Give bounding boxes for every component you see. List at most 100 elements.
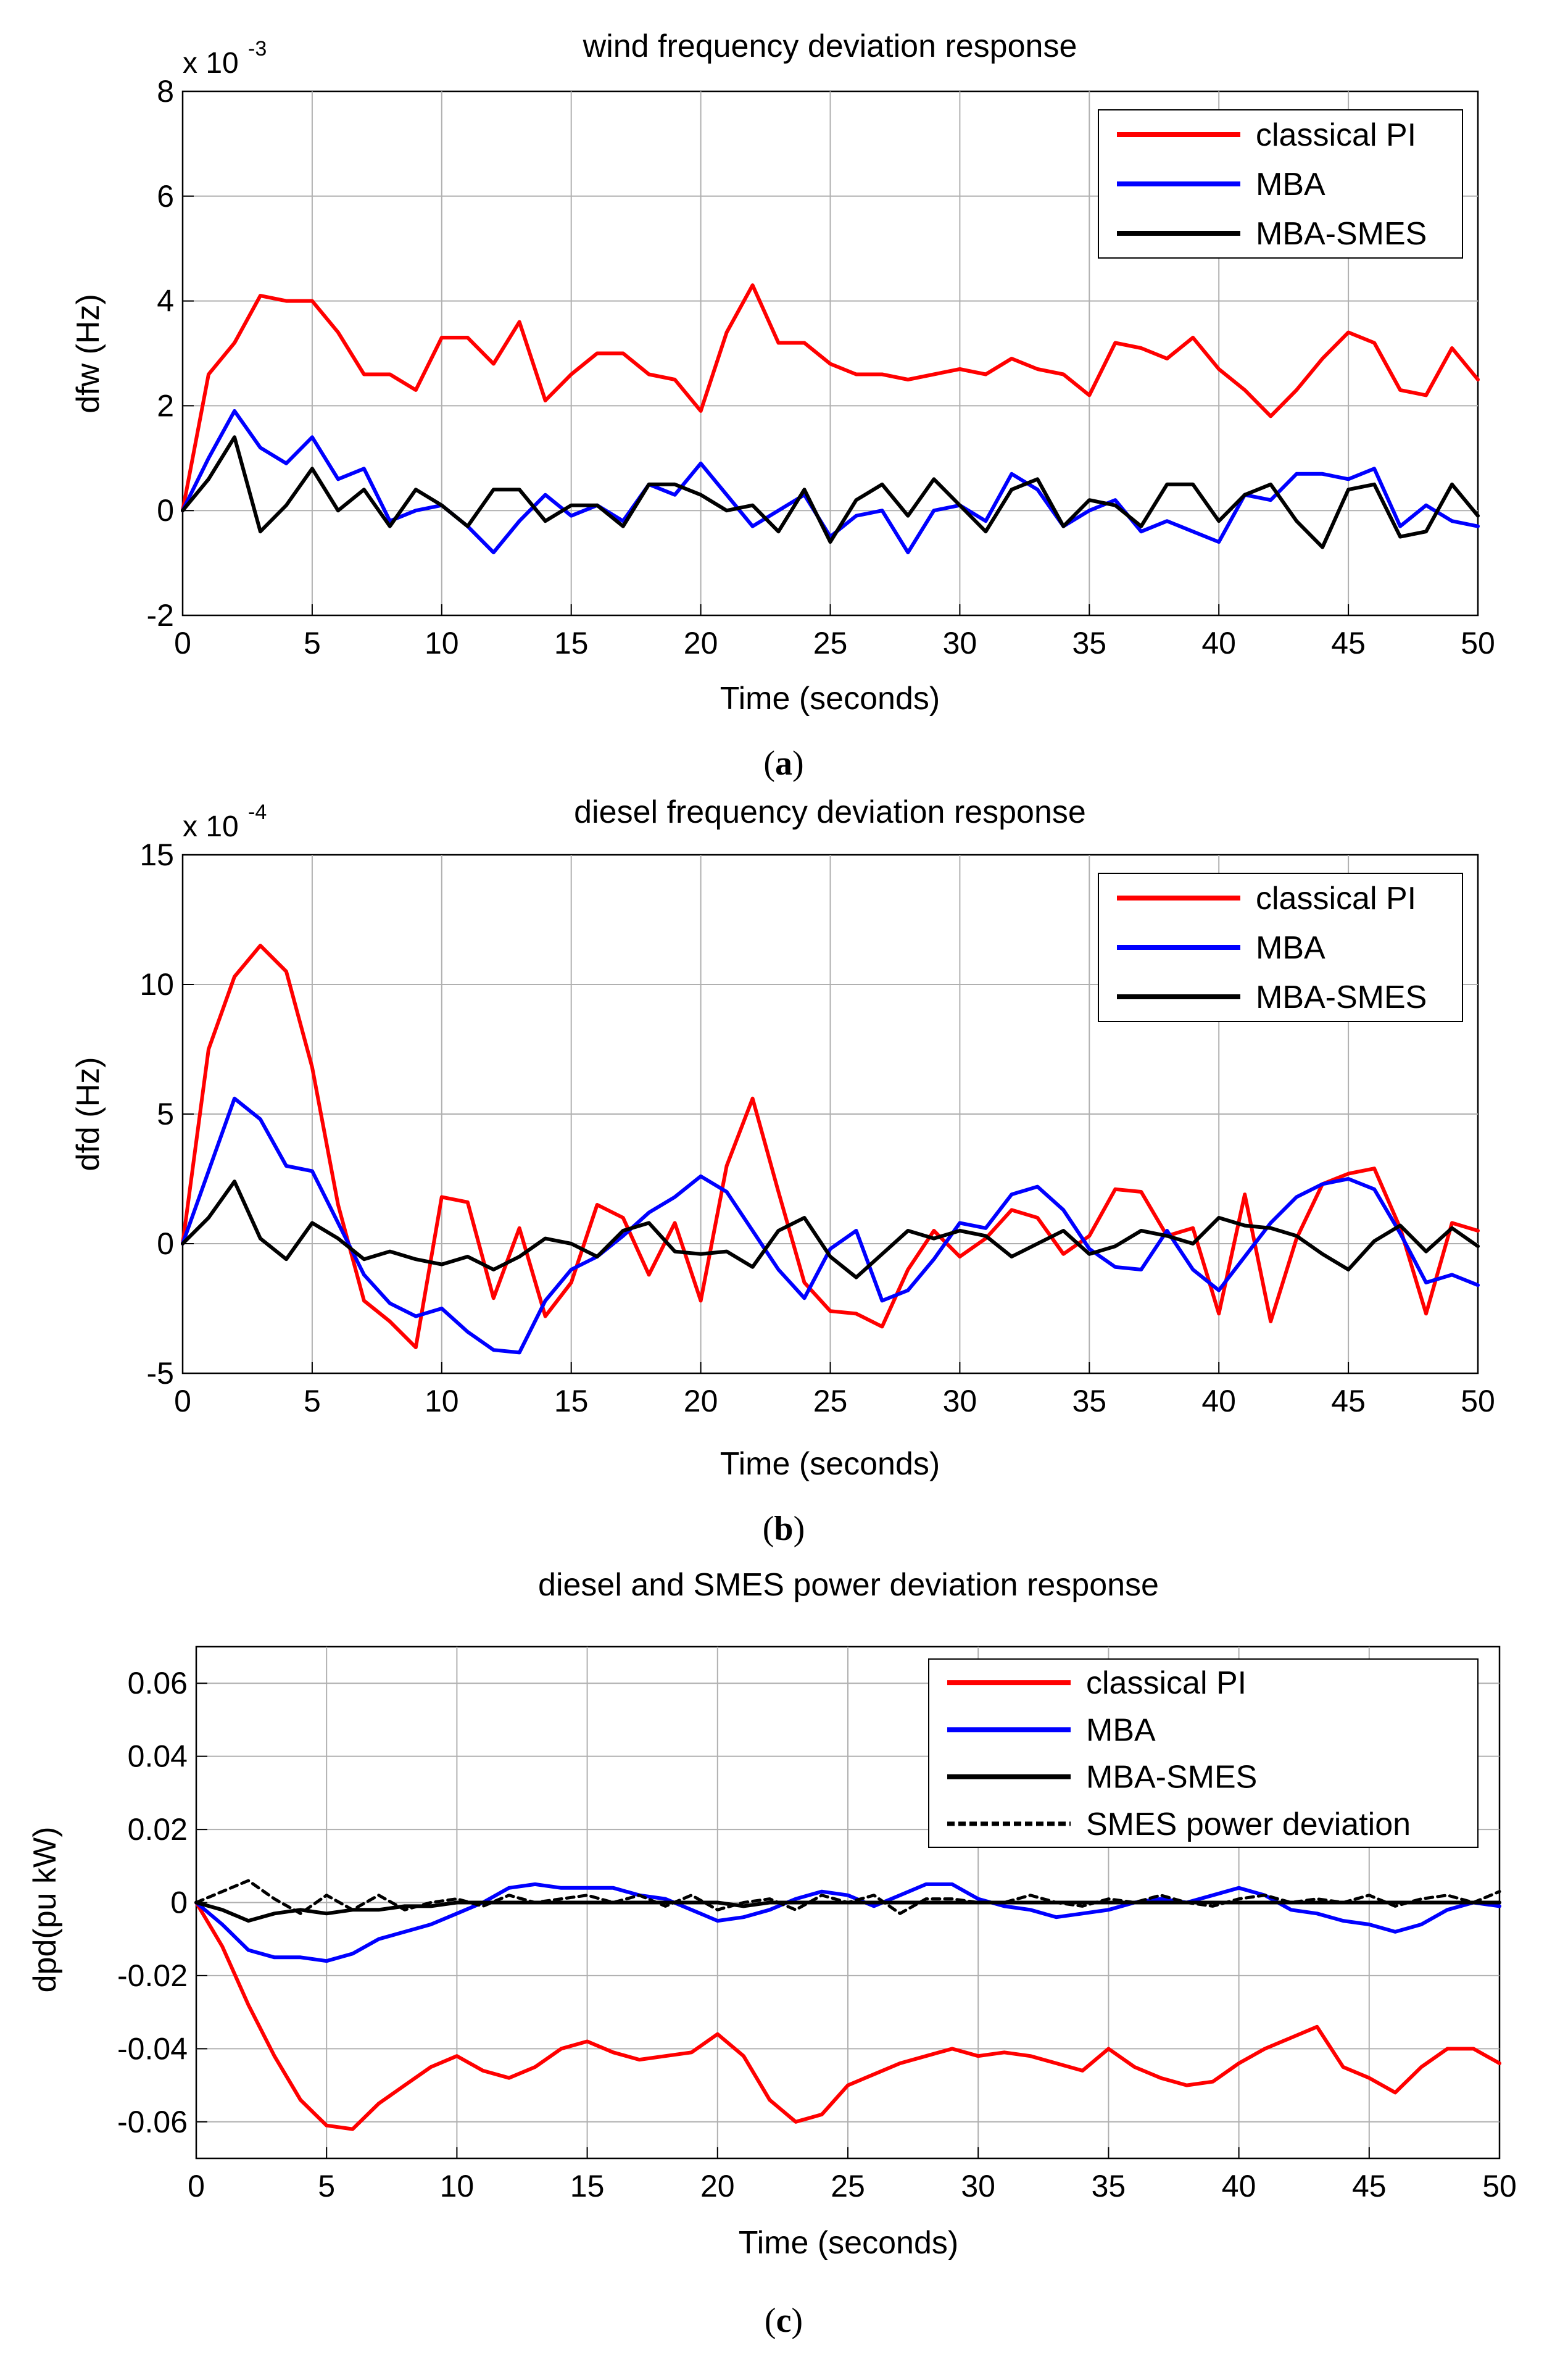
panel-a-xtick-label-2: 10 (425, 626, 459, 660)
panel-a-ytick-label-1: 0 (157, 493, 174, 528)
svg-text:(b): (b) (763, 1510, 805, 1548)
panel-b-ytick-label-3: 10 (139, 967, 174, 1002)
panel-c-xtick-label-1: 5 (318, 2169, 335, 2203)
panel-a-series-line-2 (181, 435, 1480, 549)
panel-a-title: wind frequency deviation response (583, 28, 1077, 64)
panel-b-xtick-label-6: 30 (943, 1384, 977, 1418)
panel-c-xtick-label-9: 45 (1352, 2169, 1387, 2203)
panel-b-ytick-label-2: 5 (157, 1097, 174, 1131)
panel-c-xtick-label-0: 0 (188, 2169, 205, 2203)
panel-b-caption: (b) (763, 1510, 805, 1548)
panel-b-exponent-base: x 10 (183, 810, 239, 843)
panel-c-ylabel: dpd(pu kW) (27, 1827, 63, 1993)
panel-a-ytick-label-3: 4 (157, 284, 174, 318)
panel-c-ytick-label-5: 0.04 (128, 1739, 188, 1774)
panel-a-xtick-label-0: 0 (174, 626, 191, 660)
panel-b-xtick-label-3: 15 (554, 1384, 589, 1418)
panel-c-xtick-label-3: 15 (570, 2169, 605, 2203)
panel-a-caption: (a) (763, 744, 803, 783)
panel-a-xtick-label-6: 30 (943, 626, 977, 660)
panel-a-xtick-label-9: 45 (1331, 626, 1366, 660)
panel-c-title: diesel and SMES power deviation response (538, 1567, 1159, 1603)
panel-b-xtick-label-9: 45 (1331, 1384, 1366, 1418)
panel-c-caption: (c) (765, 2302, 803, 2340)
panel-c-legend-label-1: MBA (1086, 1712, 1156, 1748)
panel-a-chart: wind frequency deviation response x 10 -… (70, 28, 1495, 783)
panel-c-ytick-label-2: -0.02 (117, 1958, 188, 1993)
panel-a-xtick-label-3: 15 (554, 626, 589, 660)
panel-c-xtick-label-10: 50 (1482, 2169, 1517, 2203)
panel-b-caption-letter: b (774, 1510, 793, 1548)
panel-b-exponent-power: -4 (248, 801, 267, 824)
panel-c-xtick-label-2: 10 (440, 2169, 475, 2203)
panel-a-ytick-label-2: 2 (157, 388, 174, 423)
panel-b-ytick-label-4: 15 (139, 838, 174, 872)
panel-c-caption-letter: c (776, 2302, 792, 2340)
panel-a-exponent-power: -3 (248, 37, 267, 60)
panel-b-legend-label-0: classical PI (1256, 881, 1416, 917)
panel-a-caption-open: ( (763, 744, 775, 783)
panel-b-caption-open: ( (763, 1510, 774, 1548)
panel-b-series-line-1 (181, 1096, 1480, 1355)
panel-b-xtick-label-5: 25 (813, 1384, 848, 1418)
panel-c-ytick-label-1: -0.04 (117, 2031, 188, 2066)
panel-b-xtick-label-7: 35 (1072, 1384, 1106, 1418)
panel-a-exponent-base: x 10 (183, 47, 239, 80)
panel-c-xtick-label-7: 35 (1092, 2169, 1126, 2203)
panel-a-series-line-0 (181, 283, 1480, 513)
panel-c-ytick-label-3: 0 (170, 1886, 188, 1920)
panel-b-series-line-2 (181, 1179, 1480, 1279)
panel-a-legend-label-2: MBA-SMES (1256, 216, 1427, 252)
panel-c-xtick-label-8: 40 (1222, 2169, 1256, 2203)
panel-b-caption-close: ) (794, 1510, 805, 1548)
panel-c-chart: diesel and SMES power deviation response… (27, 1567, 1517, 2340)
panel-a-ytick-label-0: -2 (147, 598, 174, 633)
panel-b-xtick-label-10: 50 (1461, 1384, 1495, 1418)
panel-a-legend-label-0: classical PI (1256, 117, 1416, 153)
panel-a-xlabel: Time (seconds) (720, 681, 940, 717)
panel-c-xtick-label-6: 30 (961, 2169, 995, 2203)
panel-c-caption-open: ( (765, 2302, 776, 2340)
panel-a-ylabel: dfw (Hz) (70, 294, 106, 414)
panel-a-legend: classical PI MBA MBA-SMES (1098, 109, 1463, 259)
panel-a-series-line-1 (181, 409, 1480, 555)
panel-b-chart: diesel frequency deviation response x 10… (70, 794, 1495, 1548)
panel-a-caption-close: ) (792, 744, 804, 783)
panel-c-caption-close: ) (791, 2302, 803, 2340)
panel-c-legend-label-0: classical PI (1086, 1665, 1247, 1701)
panel-b-xtick-label-2: 10 (425, 1384, 459, 1418)
svg-text:(a): (a) (763, 744, 803, 783)
panel-b-ytick-label-1: 0 (157, 1226, 174, 1261)
panel-b-xtick-label-0: 0 (174, 1384, 191, 1418)
panel-a-xtick-label-7: 35 (1072, 626, 1106, 660)
panel-c-xlabel: Time (seconds) (739, 2225, 958, 2261)
panel-b-ylabel: dfd (Hz) (70, 1057, 106, 1171)
panel-b-series-line-0 (181, 944, 1480, 1349)
panel-c-series-line-1 (194, 1882, 1501, 1963)
panel-a-xtick-label-8: 40 (1201, 626, 1236, 660)
panel-a-ytick-label-4: 6 (157, 179, 174, 214)
panel-b-legend: classical PI MBA MBA-SMES (1098, 873, 1463, 1022)
panel-b-xtick-label-1: 5 (304, 1384, 321, 1418)
panel-c-series-line-0 (194, 1900, 1501, 2131)
panel-a-xtick-label-1: 5 (304, 626, 321, 660)
panel-c-legend-label-2: MBA-SMES (1086, 1760, 1257, 1795)
panel-c-xtick-label-5: 25 (831, 2169, 865, 2203)
panel-c-xtick-label-4: 20 (700, 2169, 735, 2203)
panel-a-xtick-label-4: 20 (684, 626, 718, 660)
panel-b-legend-label-1: MBA (1256, 930, 1325, 966)
panel-c-series-line-3 (194, 1879, 1501, 1915)
panel-a-caption-letter: a (775, 744, 792, 783)
panel-b-xlabel: Time (seconds) (720, 1446, 940, 1482)
panel-a-xtick-label-10: 50 (1461, 626, 1495, 660)
panel-c-ytick-label-0: -0.06 (117, 2105, 188, 2139)
panel-b-xtick-label-4: 20 (684, 1384, 718, 1418)
panel-c-ytick-label-6: 0.06 (128, 1666, 188, 1700)
panel-c-legend-box (928, 1658, 1479, 1848)
svg-text:(c): (c) (765, 2302, 803, 2340)
panel-b-xtick-label-8: 40 (1201, 1384, 1236, 1418)
panel-c-legend: classical PI MBA MBA-SMES SMES power deviat… (928, 1658, 1479, 1848)
panel-a-xtick-label-5: 25 (813, 626, 848, 660)
